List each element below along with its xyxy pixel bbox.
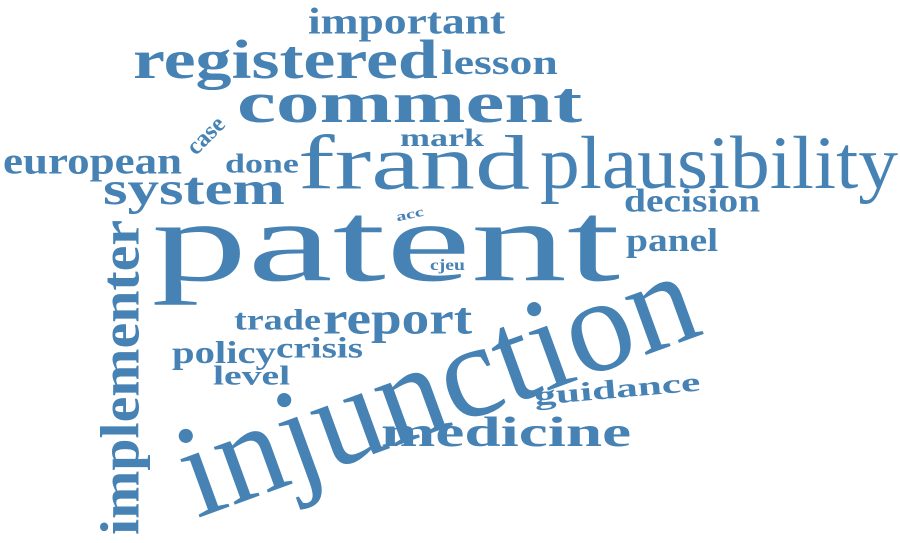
word-important: important [308,0,506,42]
word-trade: trade [234,303,321,337]
word-mark: mark [400,123,485,152]
word-case: case [180,110,231,161]
word-patent: patent [151,178,621,306]
word-registered: registered [133,29,438,91]
word-done: done [225,147,299,179]
word-frand: frand [298,120,530,206]
word-cjeu: cjeu [430,256,465,275]
word-panel: panel [626,221,719,259]
word-plausibility: plausibility [540,122,898,206]
word-comment: comment [237,70,583,135]
word-european: european [3,139,183,182]
word-decision: decision [624,182,761,220]
word-implementer: implementer [89,219,151,535]
word-level: level [213,360,291,391]
word-medicine: medicine [381,409,632,456]
word-crisis: crisis [276,331,364,365]
word-report: report [323,293,473,344]
word-policy: policy [172,334,276,370]
word-system: system [103,162,285,215]
word-lesson: lesson [441,42,558,82]
